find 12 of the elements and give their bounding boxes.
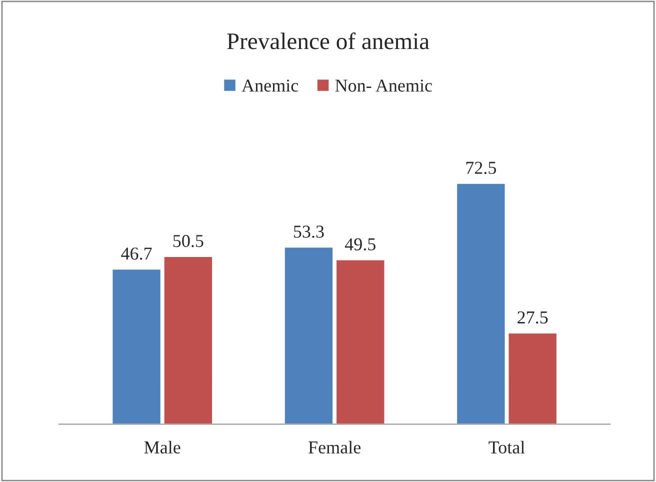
data-label: 53.3 bbox=[294, 226, 324, 238]
data-label: 27.5 bbox=[518, 311, 548, 324]
data-label: 49.5 bbox=[344, 238, 376, 250]
x-tick-label: Female bbox=[308, 440, 361, 454]
x-tick-label: Male bbox=[144, 440, 180, 454]
legend-label: Non- Anemic bbox=[335, 80, 432, 92]
data-label: 72.5 bbox=[466, 162, 496, 174]
x-tick-label: Total bbox=[488, 440, 525, 454]
legend-label: Anemic bbox=[242, 80, 298, 92]
data-label: 46.7 bbox=[121, 248, 152, 260]
data-label: 50.5 bbox=[173, 234, 204, 248]
chart-title: Prevalence of anemia bbox=[227, 32, 430, 50]
